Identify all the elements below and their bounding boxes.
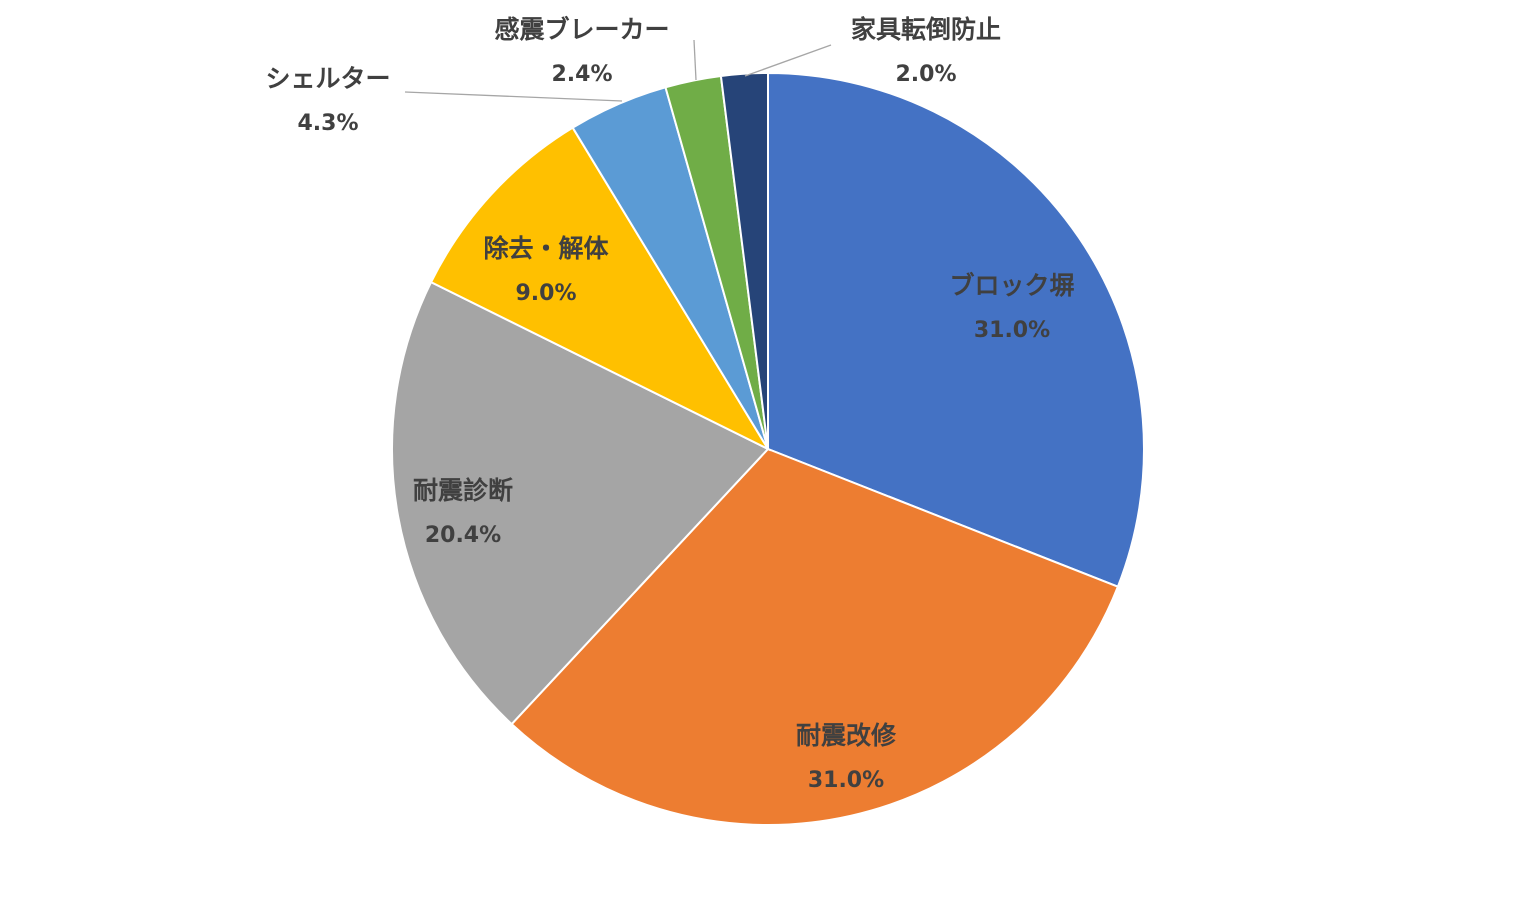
percent-label-removal-demolition: 9.0%: [515, 281, 576, 306]
slice-seismic-retrofit: [510, 447, 1120, 826]
percent-label-block-wall: 31.0%: [974, 318, 1050, 343]
category-label-seismic-retrofit: 耐震改修: [796, 721, 897, 750]
slice-labels: ブロック塀 31.0% 耐震改修 31.0% 耐震診断 20.4% 除去・解体 9.0% シェル…: [265, 15, 1074, 793]
category-label-shelter: シェルター: [265, 64, 390, 93]
slice-block-wall: [767, 71, 1145, 589]
category-label-removal-demolition: 除去・解体: [483, 234, 609, 263]
percent-label-seismic-retrofit: 31.0%: [808, 768, 884, 793]
percent-label-furniture-anchoring: 2.0%: [895, 62, 956, 87]
percent-label-seismic-diagnosis: 20.4%: [425, 523, 501, 548]
category-label-seismic-breaker: 感震ブレーカー: [494, 15, 669, 44]
leader-line-shelter: [404, 91, 623, 102]
slice-removal-demolition: [429, 126, 771, 452]
leader-lines: [404, 39, 832, 102]
category-label-furniture-anchoring: 家具転倒防止: [851, 15, 1001, 44]
category-label-block-wall: ブロック塀: [949, 271, 1074, 300]
percent-label-shelter: 4.3%: [297, 111, 358, 136]
leader-line-seismic-breaker: [693, 39, 697, 81]
slice-furniture-anchoring: [719, 71, 769, 450]
pie-slices: [391, 71, 1145, 826]
category-label-seismic-diagnosis: 耐震診断: [413, 476, 513, 505]
percent-label-seismic-breaker: 2.4%: [551, 62, 612, 87]
slice-seismic-diagnosis: [391, 280, 770, 726]
leader-line-furniture-anchoring: [744, 44, 832, 77]
